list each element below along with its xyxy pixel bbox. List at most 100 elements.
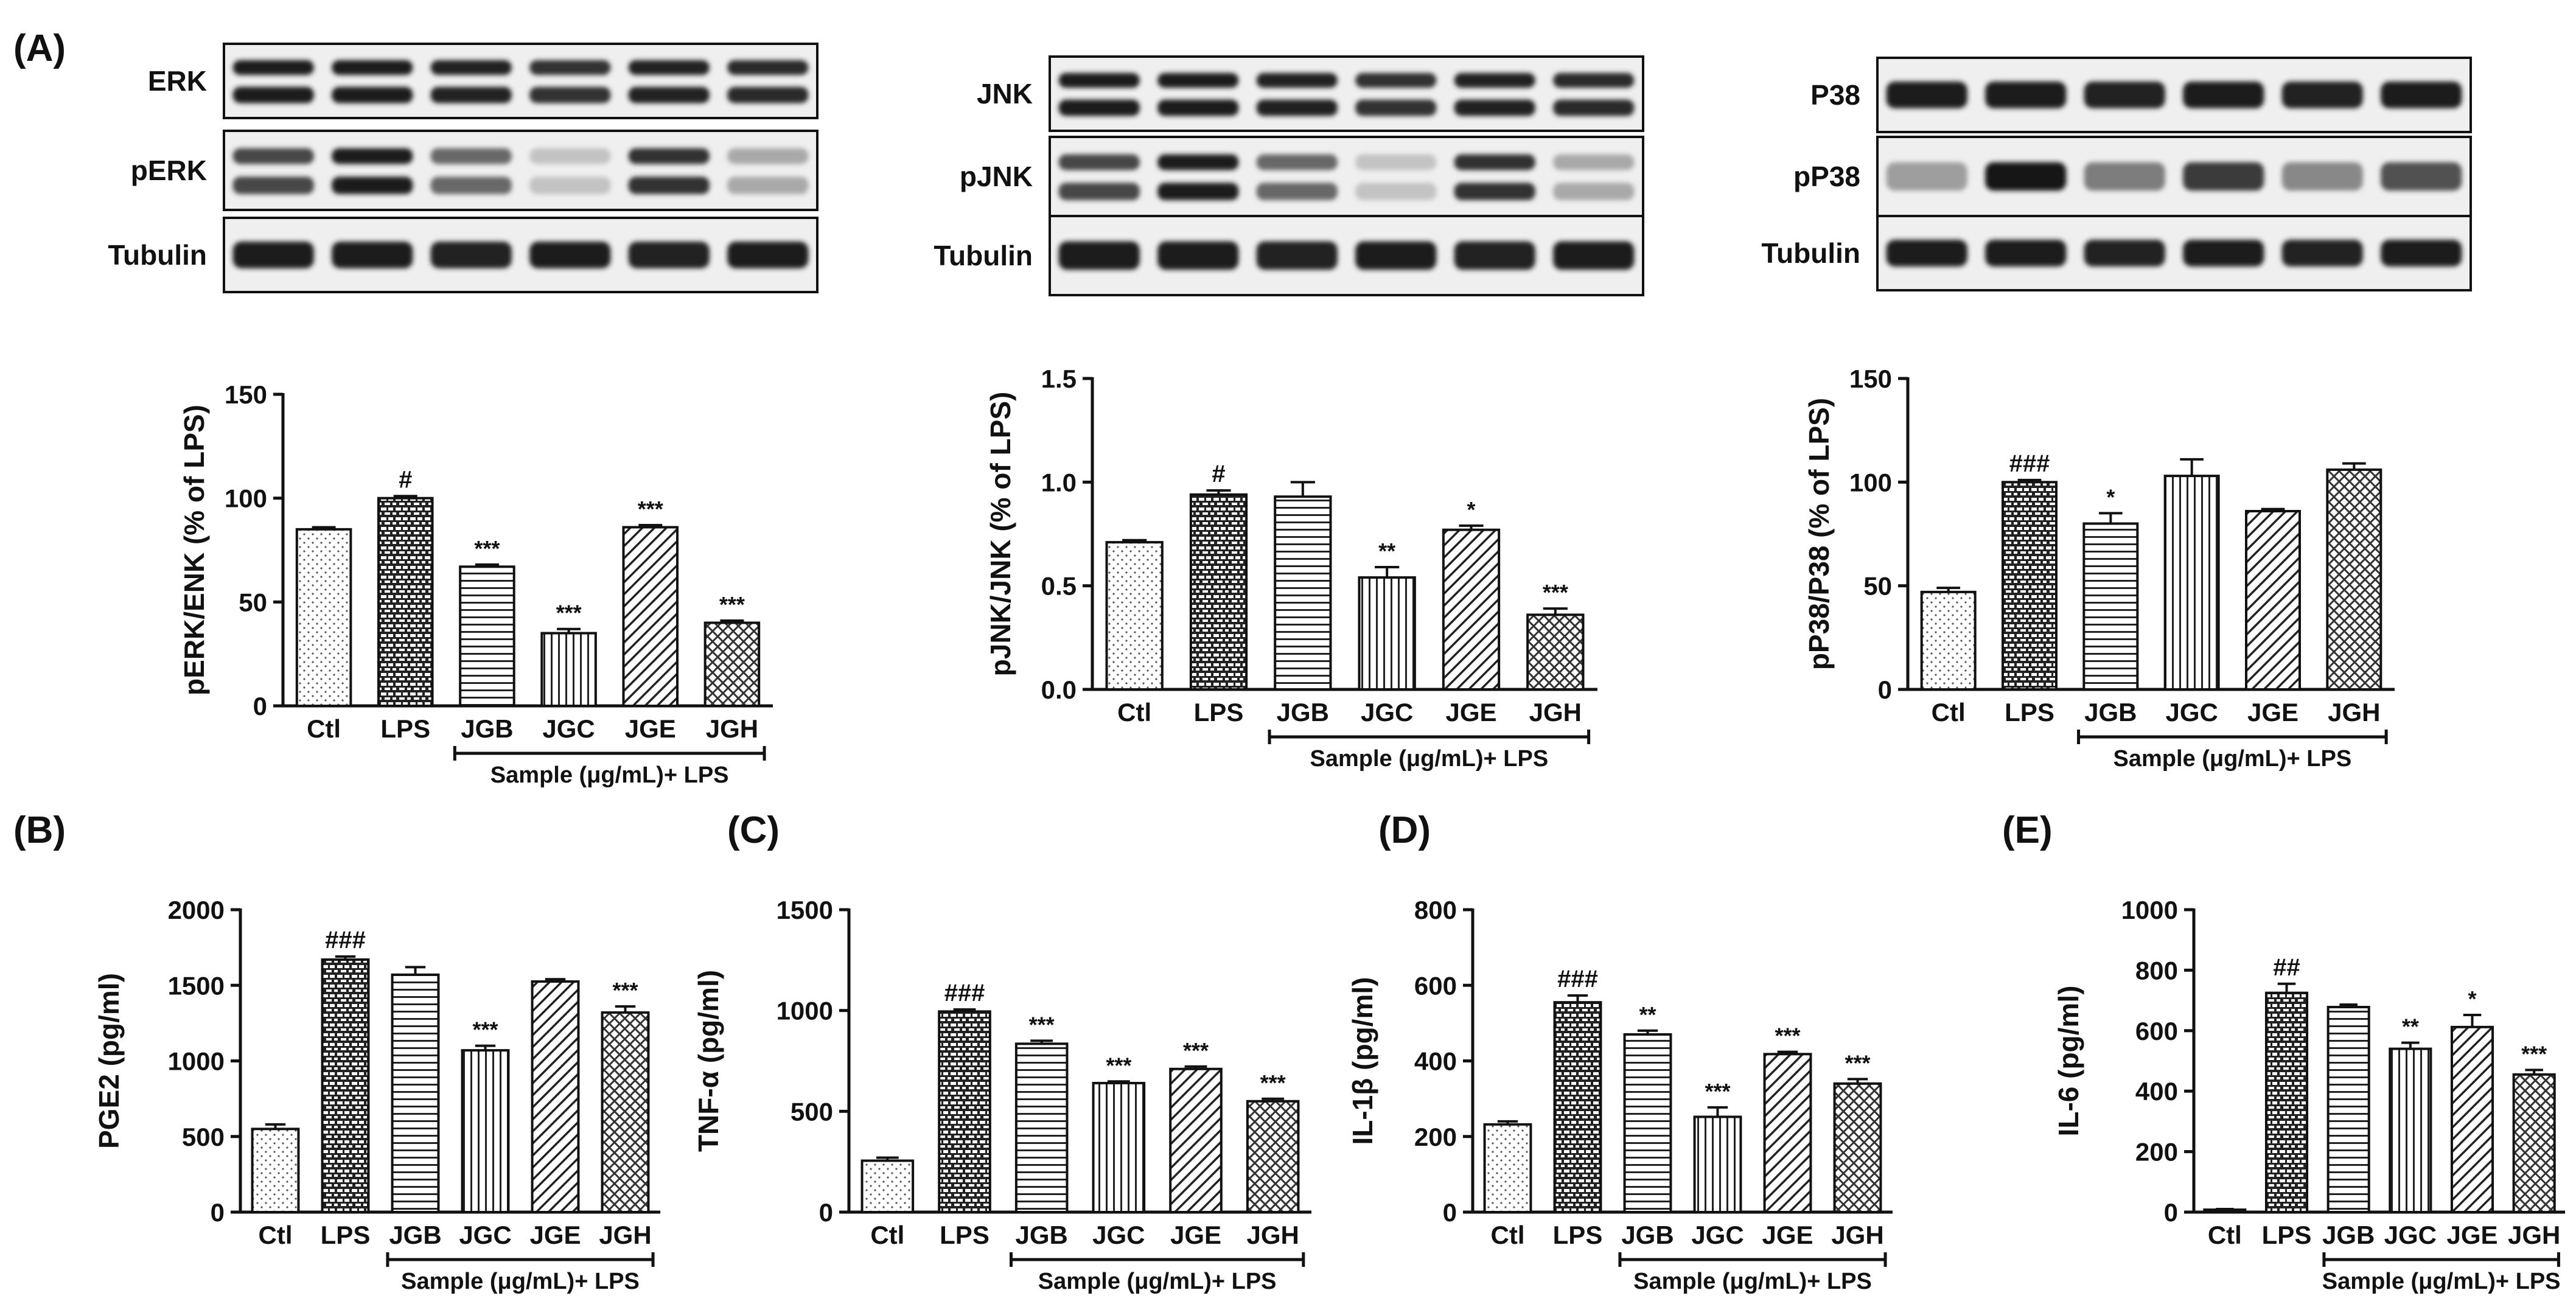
x-tick-label: JGH <box>1831 1221 1883 1249</box>
significance-label: *** <box>472 1017 498 1042</box>
x-tick-label: JGH <box>706 714 758 743</box>
bar <box>2082 522 2139 691</box>
y-tick-label: 0 <box>2164 1198 2178 1227</box>
significance-label: *** <box>638 497 663 521</box>
y-axis-label: IL-1β (pg/ml) <box>1347 977 1378 1145</box>
bar <box>622 526 679 707</box>
blot-label: pP38 <box>1793 161 1860 192</box>
significance-label: *** <box>612 978 638 1003</box>
blot-row-pjnk: pJNK <box>960 136 1644 217</box>
x-tick-label: JGB <box>1277 698 1329 727</box>
y-tick-label: 0 <box>1443 1198 1457 1227</box>
chart-b: 0 500 1000 1500 2000 PGE2 (pg/ml) Ctl ### LPS JGB… <box>93 896 660 1294</box>
blot-band <box>1454 241 1535 270</box>
y-tick-label: 1500 <box>168 971 225 1000</box>
blot-band <box>1157 72 1239 88</box>
significance-label: ## <box>2273 954 2300 981</box>
blot-frame <box>1049 55 1644 132</box>
x-tick-label: JGB <box>1015 1221 1067 1249</box>
blot-band <box>1058 99 1140 116</box>
y-tick-label: 200 <box>1414 1123 1457 1151</box>
significance-label: ** <box>1639 1002 1656 1027</box>
bar <box>1358 576 1416 691</box>
y-tick-label: 0 <box>1878 675 1892 704</box>
x-tick-label: JGC <box>459 1221 511 1249</box>
blot-band <box>1058 241 1140 270</box>
blot-band <box>332 60 413 75</box>
significance-label: ### <box>1557 966 1598 992</box>
blot-label: P38 <box>1810 79 1860 111</box>
blot-band <box>1355 154 1437 170</box>
blot-band <box>529 86 611 103</box>
blot-frame <box>1876 136 2472 217</box>
blot-band <box>1355 99 1437 116</box>
blot-band <box>232 86 314 103</box>
y-tick-label: 500 <box>182 1123 225 1151</box>
significance-label: *** <box>1029 1012 1055 1037</box>
x-tick-label: JGE <box>1170 1221 1221 1249</box>
bar <box>860 1159 915 1214</box>
blot-label: Tubulin <box>108 239 207 271</box>
blot-band <box>529 176 611 194</box>
blot-row-perk: pERK <box>131 130 819 211</box>
blot-band <box>1355 241 1437 270</box>
y-axis-label: TNF-α (pg/ml) <box>693 970 724 1152</box>
blot-band <box>1157 154 1239 170</box>
bar <box>391 973 440 1213</box>
x-tick-label: JGB <box>461 714 513 743</box>
bar <box>295 528 352 707</box>
blot-band <box>1985 82 2067 108</box>
bracket-label: Sample (μg/mL)+ LPS <box>1310 746 1548 772</box>
blot-band <box>727 60 809 75</box>
bar <box>377 497 434 708</box>
significance-label: # <box>399 466 412 493</box>
blot-band <box>1985 162 2067 191</box>
bar <box>1274 495 1332 691</box>
blot-band <box>2381 240 2462 267</box>
blot-band <box>332 242 413 268</box>
x-tick-label: LPS <box>2005 698 2054 727</box>
bar <box>2245 510 2301 691</box>
blot-band <box>1256 99 1338 116</box>
blot-band <box>1256 183 1338 200</box>
x-tick-label: JGE <box>529 1221 581 1249</box>
panel-label-a: (A) <box>13 27 66 69</box>
blot-row-pp38: pP38 <box>1793 136 2472 217</box>
blot-frame <box>223 217 819 293</box>
blot-band <box>1454 183 1535 200</box>
bracket-label: Sample (μg/mL)+ LPS <box>1633 1269 1872 1294</box>
x-tick-label: JGE <box>2247 698 2299 727</box>
significance-label: *** <box>1705 1079 1730 1104</box>
significance-label: * <box>1467 497 1475 522</box>
blot-band <box>529 60 611 75</box>
bracket-label: Sample (μg/mL)+ LPS <box>401 1269 640 1294</box>
blot-band <box>332 148 413 164</box>
blot-band <box>727 242 809 268</box>
blot-band <box>332 176 413 194</box>
x-tick-label: JGC <box>1691 1221 1744 1249</box>
chart-a1: 0 50 100 150 pERK/ENK (% of LPS) Ctl # LPS *** JG… <box>178 380 773 788</box>
blot-band <box>232 176 314 194</box>
blot-band <box>529 242 611 268</box>
blot-band <box>332 86 413 103</box>
panel-label-c: (C) <box>727 809 780 851</box>
blot-frame <box>1876 57 2472 133</box>
blot-band <box>529 148 611 164</box>
x-tick-label: Ctl <box>1117 698 1151 727</box>
blot-band <box>2084 82 2165 108</box>
bar <box>2264 991 2309 1214</box>
blot-row-tubulin: Tubulin <box>934 215 1644 296</box>
y-axis-label: IL-6 (pg/ml) <box>2053 986 2084 1137</box>
blot-frame <box>223 43 819 119</box>
y-tick-label: 0.5 <box>1041 572 1077 601</box>
y-tick-label: 600 <box>2135 1017 2178 1045</box>
x-tick-label: JGB <box>1621 1221 1674 1249</box>
blot-band <box>1454 72 1535 88</box>
x-tick-label: Ctl <box>870 1221 904 1249</box>
blot-band <box>2183 240 2264 267</box>
blot-frame <box>1049 136 1644 217</box>
x-tick-label: LPS <box>321 1221 371 1249</box>
blot-band <box>1985 240 2067 267</box>
bar <box>1920 590 1977 691</box>
